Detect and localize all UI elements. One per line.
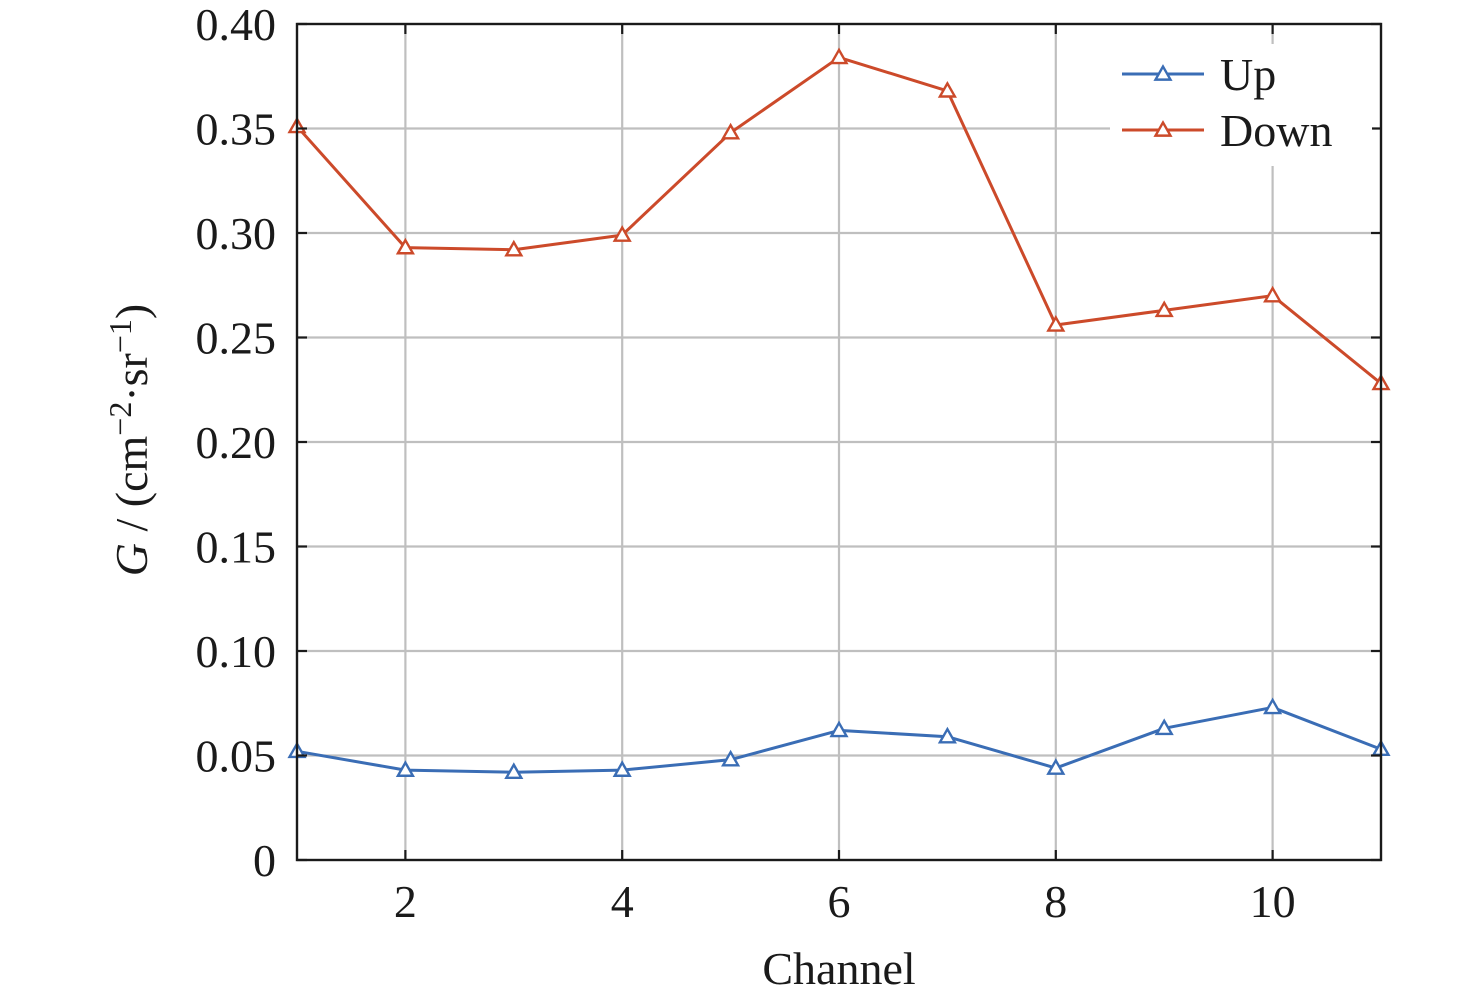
data-point-down [1263,285,1283,303]
data-point-up [829,720,849,738]
data-point-up [612,760,632,777]
y-tick-label: 0.15 [196,522,277,573]
y-tick-label: 0.10 [196,626,277,677]
x-tick-label: 6 [828,876,851,927]
data-point-up [721,749,741,767]
y-axis-unit-open: / (cm [106,436,157,544]
data-point-down [937,80,957,98]
y-axis-symbol: G [106,543,157,576]
y-tick-label: 0.20 [196,417,277,468]
y-tick-label: 0 [253,835,276,886]
data-point-down [504,239,524,257]
legend-label-down: Down [1220,105,1332,156]
y-axis-title: G / (cm−2·sr−1) [102,304,157,577]
legend-label-up: Up [1220,49,1276,100]
data-point-down [829,47,849,65]
x-tick-label: 2 [394,876,417,927]
grid [297,24,1381,860]
x-axis-title: Channel [762,943,915,994]
y-axis-unit-close: ) [106,304,157,319]
series-layer [287,47,1391,780]
x-tick-label: 10 [1250,876,1296,927]
data-point-up [504,762,524,780]
data-point-down [1046,315,1066,332]
y-tick-label: 0.40 [196,0,277,50]
ticks: 2 4 6 8 10 0 0.05 0.10 0.15 0.20 0.25 0.30 0.35 0.40 [196,0,1381,927]
legend-marker-down [1153,120,1173,137]
data-point-up [1046,758,1066,775]
y-axis-unit-exp1: −2 [102,402,138,436]
data-point-down [1154,300,1174,318]
y-axis-unit-mid: ·sr [106,353,157,402]
y-tick-label: 0.05 [196,731,277,782]
data-point-down [721,122,741,140]
legend-marker-up [1153,64,1173,81]
data-point-up [1263,697,1283,715]
y-tick-label: 0.35 [196,104,277,155]
data-point-up [1154,718,1174,736]
data-point-down [395,237,415,255]
x-tick-label: 8 [1044,876,1067,927]
data-point-down [612,225,632,242]
data-point-up [937,726,957,744]
y-tick-label: 0.25 [196,313,277,364]
data-point-up [395,760,415,777]
x-tick-label: 4 [611,876,634,927]
y-axis-unit-exp2: −1 [102,319,138,353]
y-tick-label: 0.30 [196,208,277,259]
legend-background [1110,44,1372,166]
